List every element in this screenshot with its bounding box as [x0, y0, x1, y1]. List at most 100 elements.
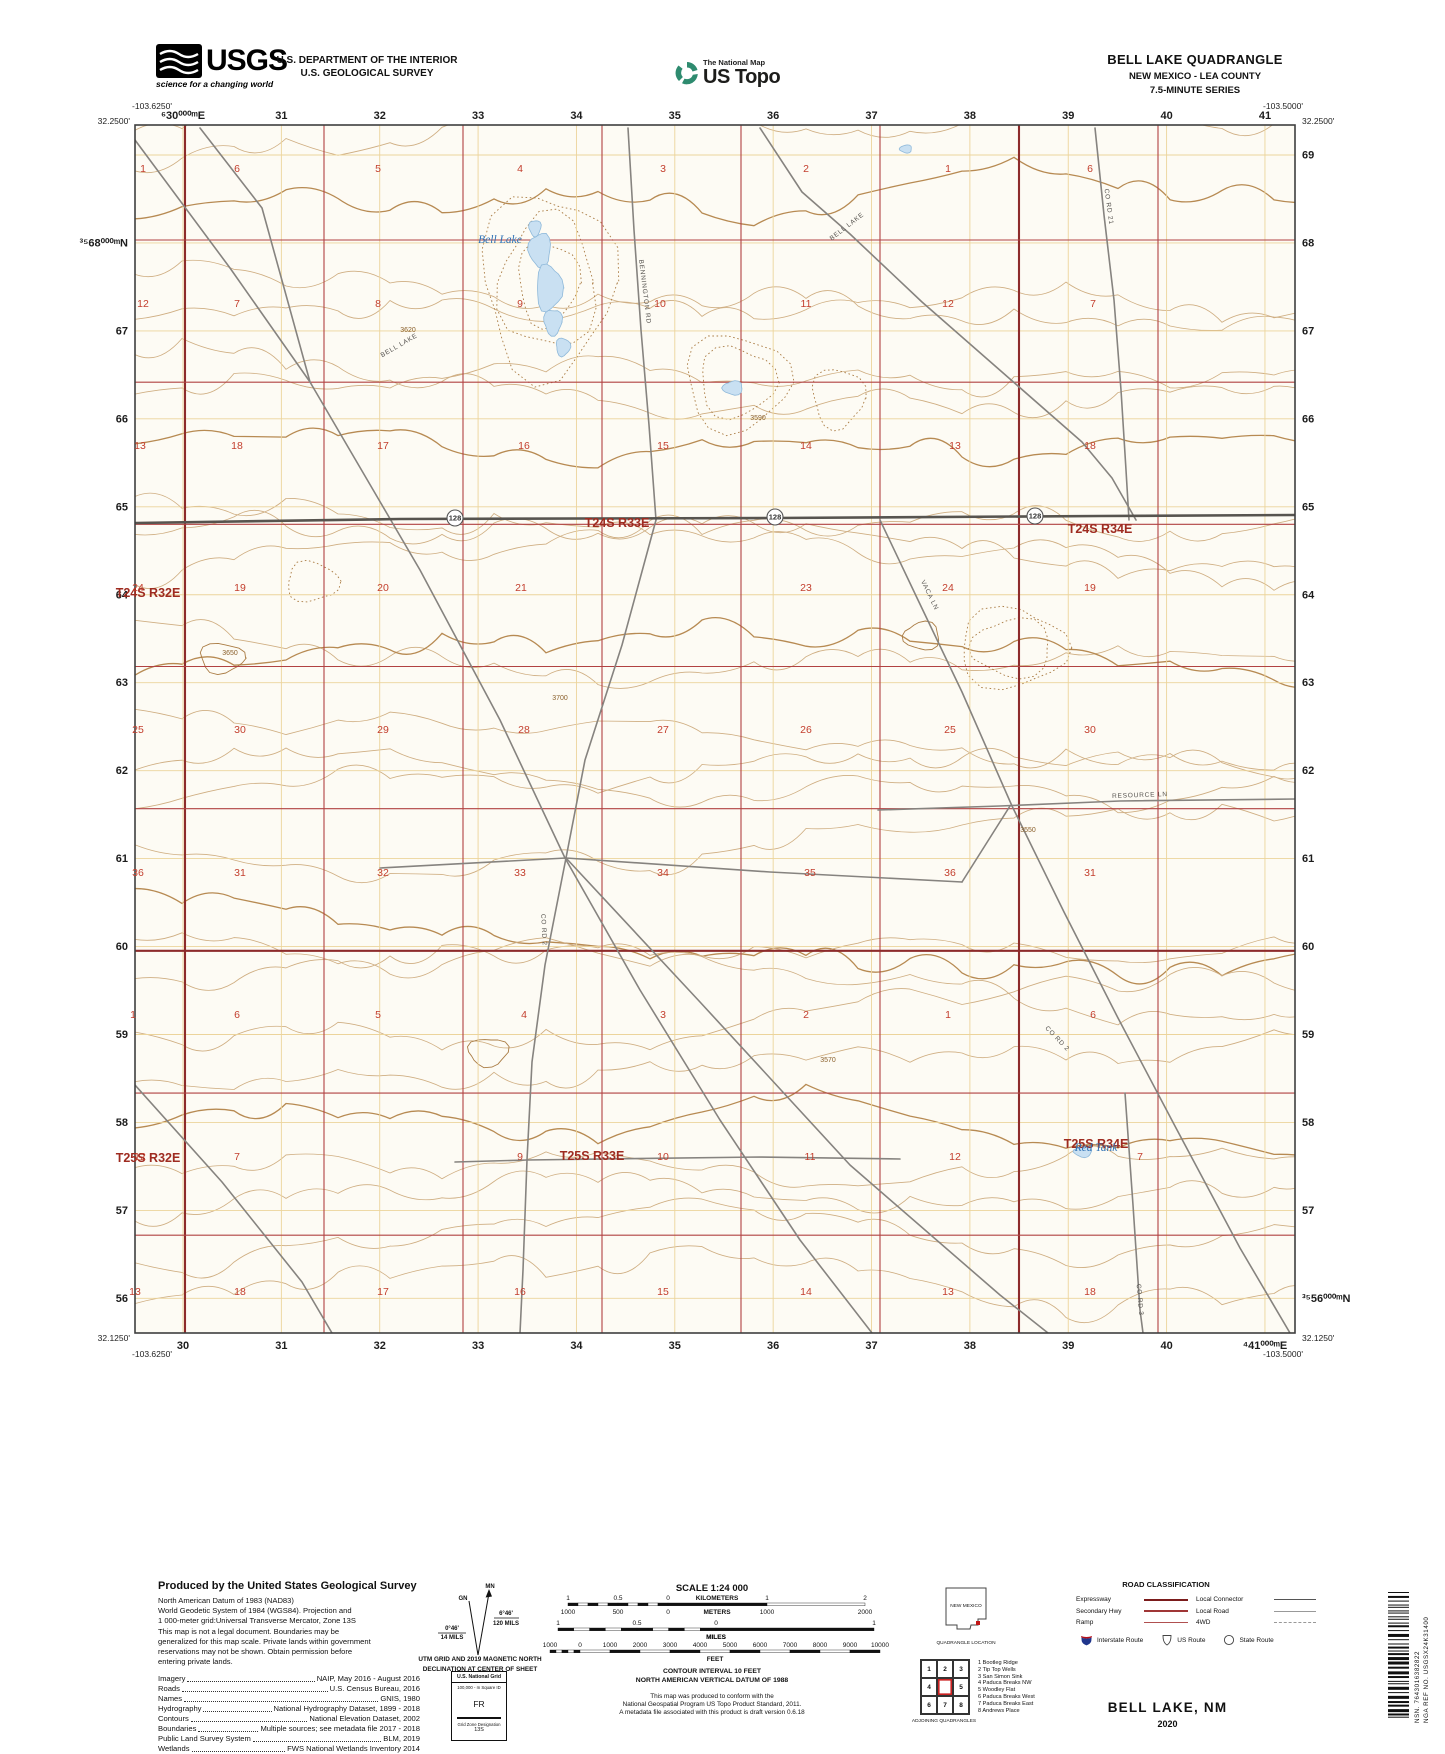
- adjoining-cell: 6: [921, 1696, 937, 1714]
- adjoining-quad-name: 6 Paduca Breaks West: [978, 1693, 1035, 1700]
- section-number: 16: [518, 440, 530, 452]
- grid-label-bottom: 34: [570, 1340, 583, 1352]
- map-neatline: [134, 124, 1296, 1334]
- contour-elevation-label: 3570: [820, 1057, 836, 1064]
- us-route-shield-icon: [1162, 1635, 1172, 1646]
- standard-note-line: This map was produced to conform with th…: [650, 1692, 774, 1700]
- feet-bar-tick: 3000: [663, 1642, 678, 1649]
- section-number: 1: [945, 163, 951, 175]
- barcode-bar: [1388, 1592, 1409, 1593]
- km-m-bar-segment: [637, 1602, 649, 1606]
- declination-caption-2: DECLINATION AT CENTER OF SHEET: [422, 1665, 538, 1673]
- route-number: 128: [449, 514, 462, 523]
- feet-bar-segment: [561, 1649, 569, 1653]
- section-number: 17: [377, 1286, 389, 1298]
- feet-bar-segment: [609, 1649, 641, 1653]
- state-route-item: State Route: [1223, 1634, 1274, 1646]
- feet-bar-segment: [789, 1649, 821, 1653]
- department-heading: U.S. DEPARTMENT OF THE INTERIOR U.S. GEO…: [262, 54, 472, 80]
- section-number: 2: [803, 1009, 809, 1021]
- legend-label-secondary-hwy: Secondary Hwy: [1076, 1607, 1122, 1615]
- lake: [1072, 1146, 1093, 1159]
- projection-notes: North American Datum of 1983 (NAD83) Worl…: [158, 1596, 420, 1667]
- us-route-item: US Route: [1161, 1634, 1205, 1646]
- sheet-name: BELL LAKE, NM: [1107, 1700, 1228, 1715]
- state-route-circle-icon: [1224, 1634, 1235, 1646]
- km-m-bar-segment: [667, 1602, 768, 1606]
- contour-line: [135, 708, 1295, 780]
- barcode-bar: [1388, 1595, 1409, 1598]
- section-number: 12: [137, 298, 149, 310]
- depression-contour: [686, 335, 795, 437]
- section-number: 15: [657, 1286, 669, 1298]
- barcode-bar: [1388, 1630, 1409, 1632]
- credit-row: Names GNIS, 1980: [158, 1694, 420, 1704]
- section-number: 7: [1090, 298, 1096, 310]
- contour-line: [135, 932, 1295, 979]
- grid-label-top: 33: [472, 110, 484, 122]
- map-background: [135, 125, 1295, 1333]
- grid-label-right: 67: [1302, 325, 1314, 337]
- grid-label-left: 64: [116, 589, 129, 601]
- section-number: 14: [800, 1286, 812, 1298]
- grid-label-bottom: ⁴41⁰⁰⁰ᵐE: [1243, 1340, 1287, 1352]
- section-number: 18: [1084, 440, 1096, 452]
- mn-degrees: 6°46': [499, 1611, 513, 1617]
- usgs-tagline: science for a changing world: [156, 79, 274, 89]
- state-name: NEW MEXICO: [950, 1603, 982, 1609]
- feet-bar-tick: 5000: [723, 1642, 738, 1649]
- grid-label-right: 65: [1302, 501, 1314, 513]
- usgs-logo: USGS science for a changing world: [156, 44, 288, 89]
- feet-bar-segment: [579, 1649, 611, 1653]
- barcode-bar: [1388, 1604, 1409, 1606]
- km-m-bar-segment: [766, 1602, 866, 1606]
- road: [1094, 127, 1130, 521]
- barcode-bar: [1388, 1657, 1409, 1661]
- section-number: 31: [234, 867, 246, 879]
- grid-label-top: 39: [1062, 110, 1074, 122]
- section-number: 19: [1084, 582, 1096, 594]
- miles-bar-segment: [557, 1627, 575, 1631]
- credit-value: GNIS, 1980: [380, 1694, 420, 1704]
- barcode-bar: [1388, 1686, 1409, 1690]
- grid-label-left: 62: [116, 765, 128, 777]
- barcode-bar: [1388, 1616, 1409, 1618]
- adjoining-quad-name: 4 Paduca Breaks NW: [978, 1680, 1032, 1687]
- usng-title: U.S. National Grid: [452, 1672, 506, 1683]
- grid-label-top: 41: [1259, 110, 1271, 122]
- projection-note-line: entering private lands.: [158, 1657, 233, 1667]
- credit-value: BLM, 2019: [383, 1734, 420, 1744]
- grid-label-left: 58: [116, 1117, 128, 1129]
- section-number: 1: [945, 1009, 951, 1021]
- credit-label: Names: [158, 1694, 183, 1704]
- feet-bar-segment: [669, 1649, 701, 1653]
- road: [565, 857, 1049, 1333]
- barcode-bar: [1388, 1600, 1409, 1602]
- depression-contour: [702, 345, 781, 421]
- section-number: 1: [130, 1009, 136, 1021]
- projection-note-line: World Geodetic System of 1984 (WGS84). P…: [158, 1606, 352, 1616]
- section-number: 32: [377, 867, 389, 879]
- magnetic-north-arrowhead: [485, 1589, 492, 1598]
- interstate-route-item: Interstate Route: [1080, 1634, 1143, 1646]
- section-number: 10: [654, 298, 666, 310]
- section-number: 28: [518, 724, 530, 736]
- corner-lat-br: 32.1250': [1302, 1333, 1335, 1343]
- section-number: 30: [1084, 724, 1096, 736]
- grid-label-right: 64: [1302, 589, 1315, 601]
- credit-leader: [181, 1691, 328, 1693]
- section-number: 11: [805, 1151, 816, 1163]
- contour-note-line: NORTH AMERICAN VERTICAL DATUM OF 1988: [635, 1676, 789, 1684]
- corner-lon-br: -103.5000': [1263, 1349, 1303, 1359]
- feet-bar-segment: [729, 1649, 761, 1653]
- grid-label-right: 63: [1302, 677, 1314, 689]
- township-range-label: T24S R33E: [585, 516, 650, 530]
- feet-bar-segment: [819, 1649, 851, 1653]
- road: [759, 127, 1137, 521]
- gn-degrees: 0°46': [445, 1626, 459, 1632]
- contour-line: [135, 887, 1295, 985]
- produced-title: Produced by the United States Geological…: [158, 1580, 417, 1592]
- miles-bar-segment: [700, 1627, 717, 1631]
- credit-label: Public Land Survey System: [158, 1734, 251, 1744]
